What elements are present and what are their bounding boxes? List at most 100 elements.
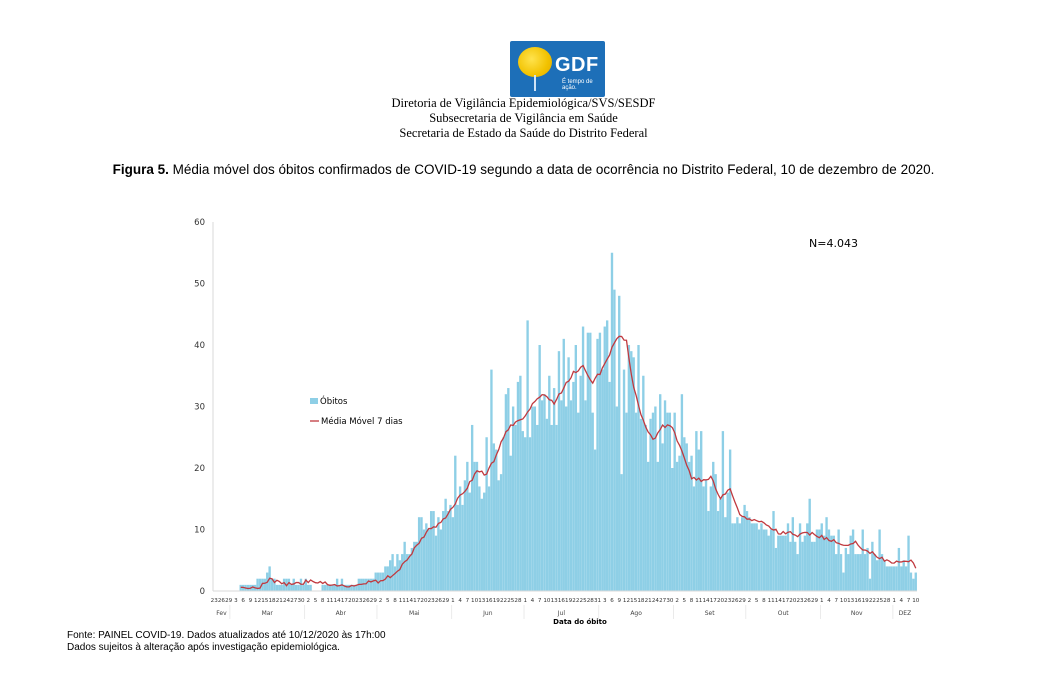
bar-obitos (458, 486, 462, 591)
bar-obitos (888, 566, 891, 591)
bar-obitos (822, 535, 826, 591)
x-tick-label: 21 (276, 598, 284, 604)
bar-obitos (914, 572, 917, 591)
y-tick-label: 30 (194, 403, 205, 413)
bar-obitos (425, 523, 428, 591)
bar-obitos (772, 511, 775, 591)
bar-obitos (562, 338, 565, 591)
figure-caption-text: Média móvel dos óbitos confirmados de CO… (172, 162, 935, 177)
bar-obitos (748, 517, 751, 591)
bar-obitos (345, 584, 348, 591)
bar-obitos (618, 295, 621, 591)
bar-obitos (287, 578, 291, 591)
bar-obitos (765, 529, 768, 591)
bar-obitos (381, 572, 385, 591)
bar-obitos (753, 523, 756, 591)
bar-obitos (256, 578, 259, 591)
bar-obitos (808, 498, 811, 591)
x-tick-label: 21 (645, 598, 653, 604)
bar-obitos (733, 523, 737, 591)
x-tick-label: 13 (478, 598, 486, 604)
bar-obitos (294, 584, 298, 591)
bar-obitos (654, 406, 657, 591)
x-tick-label: 5 (314, 598, 318, 604)
bar-obitos (338, 584, 341, 591)
x-month-label: Ago (630, 610, 642, 617)
bar-obitos (492, 443, 496, 591)
bar-obitos (741, 517, 744, 591)
bar-obitos (278, 584, 281, 591)
bar-obitos (352, 584, 356, 591)
x-tick-label: 29 (739, 598, 747, 604)
bar-obitos (348, 584, 351, 591)
bar-obitos (880, 554, 884, 591)
bar-obitos (779, 535, 782, 591)
x-tick-label: 6 (610, 598, 614, 604)
bar-obitos (750, 523, 753, 591)
bar-obitos (683, 437, 686, 591)
x-tick-label: 30 (666, 598, 674, 604)
bar-obitos (543, 394, 546, 591)
header-line-1: Diretoria de Vigilância Epidemiológica/S… (391, 96, 656, 110)
x-tick-label: 10 (840, 598, 848, 604)
gdf-logo: GDF É tempo de ação. (510, 41, 605, 97)
bar-obitos (900, 566, 903, 591)
bar-obitos (396, 554, 399, 591)
bar-obitos (707, 511, 710, 591)
bar-obitos (393, 566, 397, 591)
bar-obitos (275, 584, 279, 591)
bar-obitos (531, 406, 534, 591)
x-tick-label: 20 (717, 598, 725, 604)
tree-trunk (534, 75, 536, 91)
x-tick-label: 6 (241, 598, 245, 604)
x-tick-label: 10 (912, 598, 920, 604)
bar-obitos (569, 400, 573, 591)
bar-obitos (574, 345, 577, 591)
bar-obitos (912, 578, 915, 591)
x-tick-label: 26 (218, 598, 226, 604)
bar-obitos (700, 431, 703, 591)
bar-obitos (552, 388, 556, 591)
x-tick-label: 23 (797, 598, 805, 604)
bar-obitos (463, 480, 467, 591)
bar-obitos (292, 578, 295, 591)
bar-obitos (432, 511, 435, 591)
x-tick-label: 24 (652, 598, 660, 604)
bar-obitos (847, 554, 850, 591)
x-month-label: Jun (482, 610, 493, 617)
bar-obitos (835, 554, 838, 591)
x-tick-label: 31 (594, 598, 602, 604)
bar-obitos (451, 517, 455, 591)
x-tick-label: 30 (297, 598, 305, 604)
bar-obitos (825, 517, 828, 591)
bar-obitos (540, 400, 544, 591)
bar-obitos (468, 492, 471, 591)
bar-obitos (422, 529, 426, 591)
bar-obitos (731, 523, 734, 591)
bar-obitos (646, 461, 650, 591)
bar-obitos (446, 511, 450, 591)
x-tick-label: 16 (854, 598, 862, 604)
bar-obitos (663, 400, 667, 591)
bar-obitos (533, 406, 537, 591)
bar-obitos (801, 541, 804, 591)
bar-obitos (709, 486, 713, 591)
bar-obitos (854, 554, 857, 591)
bar-obitos (391, 554, 394, 591)
bar-obitos (728, 449, 732, 591)
x-tick-label: 1 (451, 598, 455, 604)
x-tick-label: 8 (762, 598, 766, 604)
x-tick-label: 7 (538, 598, 542, 604)
x-tick-label: 22 (572, 598, 579, 604)
bar-obitos (398, 560, 401, 591)
x-tick-label: 3 (234, 598, 238, 604)
x-tick-label: 17 (782, 598, 790, 604)
bar-obitos (536, 424, 539, 591)
bar-obitos (803, 535, 807, 591)
bar-obitos (830, 535, 833, 591)
bar-obitos (328, 584, 332, 591)
bar-obitos (769, 529, 773, 591)
x-tick-label: 4 (531, 598, 535, 604)
bar-obitos (567, 357, 570, 591)
x-tick-label: 19 (565, 598, 573, 604)
